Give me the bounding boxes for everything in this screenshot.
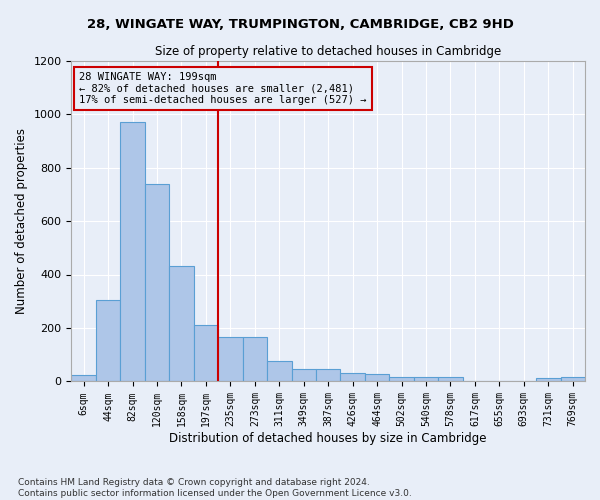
Bar	[145, 184, 169, 382]
Bar	[340, 374, 365, 382]
Bar	[389, 378, 414, 382]
Bar	[316, 368, 340, 382]
Bar	[438, 378, 463, 382]
Bar	[560, 378, 585, 382]
Bar	[365, 374, 389, 382]
Bar	[194, 326, 218, 382]
Bar	[121, 122, 145, 382]
Text: 28, WINGATE WAY, TRUMPINGTON, CAMBRIDGE, CB2 9HD: 28, WINGATE WAY, TRUMPINGTON, CAMBRIDGE,…	[86, 18, 514, 30]
Bar	[71, 375, 96, 382]
Bar	[169, 266, 194, 382]
X-axis label: Distribution of detached houses by size in Cambridge: Distribution of detached houses by size …	[169, 432, 487, 445]
Y-axis label: Number of detached properties: Number of detached properties	[15, 128, 28, 314]
Bar	[96, 300, 121, 382]
Bar	[292, 368, 316, 382]
Bar	[536, 378, 560, 382]
Bar	[218, 338, 242, 382]
Title: Size of property relative to detached houses in Cambridge: Size of property relative to detached ho…	[155, 45, 502, 58]
Bar	[414, 378, 438, 382]
Text: 28 WINGATE WAY: 199sqm
← 82% of detached houses are smaller (2,481)
17% of semi-: 28 WINGATE WAY: 199sqm ← 82% of detached…	[79, 72, 367, 105]
Text: Contains HM Land Registry data © Crown copyright and database right 2024.
Contai: Contains HM Land Registry data © Crown c…	[18, 478, 412, 498]
Bar	[267, 362, 292, 382]
Bar	[242, 338, 267, 382]
